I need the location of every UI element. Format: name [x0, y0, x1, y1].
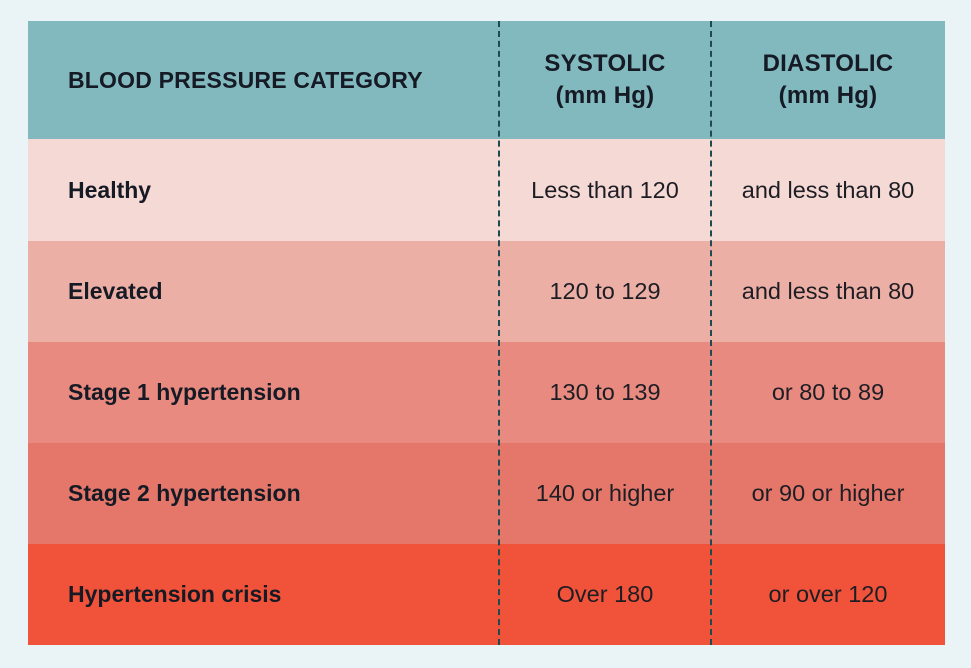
category-label: Stage 2 hypertension: [68, 480, 301, 506]
category-label: Hypertension crisis: [68, 581, 282, 607]
category-cell: Healthy: [28, 139, 499, 241]
header-category-cell: BLOOD PRESSURE CATEGORY: [28, 21, 499, 139]
systolic-cell: 130 to 139: [499, 342, 711, 443]
table-row-stage1: Stage 1 hypertension 130 to 139 or 80 to…: [28, 342, 945, 443]
diastolic-value: and less than 80: [741, 278, 915, 304]
header-category: BLOOD PRESSURE CATEGORY: [68, 67, 423, 93]
header-systolic-unit: (mm Hg): [555, 82, 655, 109]
table-row-healthy: Healthy Less than 120 and less than 80: [28, 139, 945, 241]
header-systolic-label: SYSTOLIC: [544, 50, 666, 77]
systolic-cell: 140 or higher: [499, 443, 711, 544]
header-systolic: SYSTOLIC (mm Hg): [544, 48, 665, 112]
category-cell: Hypertension crisis: [28, 544, 499, 645]
diastolic-cell: or over 120: [711, 544, 945, 645]
category-cell: Stage 2 hypertension: [28, 443, 499, 544]
category-label: Elevated: [68, 278, 163, 304]
systolic-cell: Less than 120: [499, 139, 711, 241]
header-diastolic-cell: DIASTOLIC (mm Hg): [711, 21, 945, 139]
table-row-stage2: Stage 2 hypertension 140 or higher or 90…: [28, 443, 945, 544]
table-row-elevated: Elevated 120 to 129 and less than 80: [28, 241, 945, 342]
systolic-value: Less than 120: [531, 176, 679, 203]
category-cell: Stage 1 hypertension: [28, 342, 499, 443]
category-label: Healthy: [68, 176, 152, 203]
category-label: Stage 1 hypertension: [68, 379, 301, 405]
diastolic-value: or 80 to 89: [771, 379, 885, 405]
diastolic-cell: or 90 or higher: [711, 443, 945, 544]
diastolic-value: and less than 80: [741, 176, 915, 203]
header-diastolic-unit: (mm Hg): [778, 82, 878, 109]
header-diastolic-label: DIASTOLIC: [762, 50, 894, 77]
systolic-value: 130 to 139: [549, 379, 661, 405]
column-divider-systolic: [498, 21, 500, 645]
systolic-value: 120 to 129: [549, 278, 661, 304]
header-systolic-cell: SYSTOLIC (mm Hg): [499, 21, 711, 139]
diastolic-cell: or 80 to 89: [711, 342, 945, 443]
blood-pressure-table: BLOOD PRESSURE CATEGORY SYSTOLIC (mm Hg)…: [28, 21, 945, 645]
table-row-crisis: Hypertension crisis Over 180 or over 120: [28, 544, 945, 645]
systolic-value: Over 180: [556, 581, 654, 607]
table-header: BLOOD PRESSURE CATEGORY SYSTOLIC (mm Hg)…: [28, 21, 945, 139]
diastolic-cell: and less than 80: [711, 241, 945, 342]
diastolic-cell: and less than 80: [711, 139, 945, 241]
systolic-cell: 120 to 129: [499, 241, 711, 342]
systolic-value: 140 or higher: [535, 480, 675, 506]
category-cell: Elevated: [28, 241, 499, 342]
systolic-cell: Over 180: [499, 544, 711, 645]
diastolic-value: or over 120: [768, 581, 888, 607]
diastolic-value: or 90 or higher: [751, 480, 905, 506]
column-divider-diastolic: [710, 21, 712, 645]
header-diastolic: DIASTOLIC (mm Hg): [763, 48, 894, 112]
